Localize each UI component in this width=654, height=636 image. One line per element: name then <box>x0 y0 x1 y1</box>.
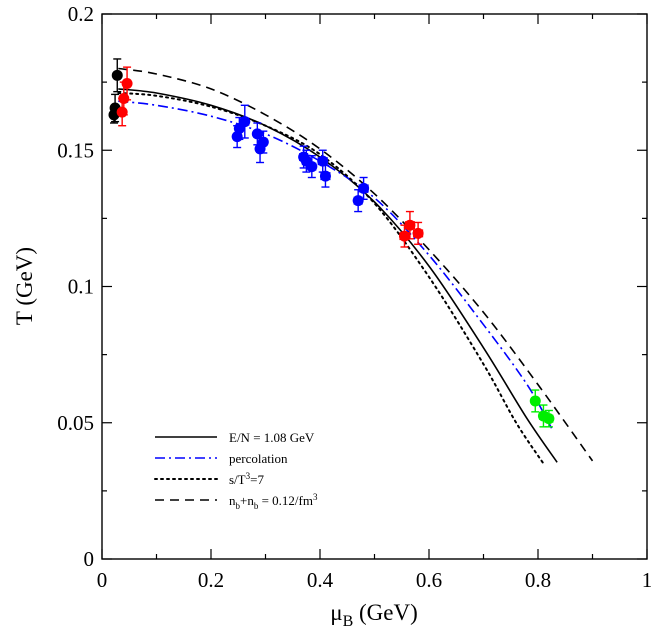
data-point <box>543 409 555 428</box>
point-marker <box>543 413 555 425</box>
data-point <box>121 66 133 101</box>
legend-label: E/N = 1.08 GeV <box>229 430 315 445</box>
y-axis-label: T (GeV) <box>12 247 37 325</box>
data-point <box>317 149 329 173</box>
y-tick-label: 0.05 <box>57 411 94 435</box>
data-point <box>111 58 123 93</box>
legend: E/N = 1.08 GeV percolation s/T3=7 nb+nb = 0… <box>154 430 318 511</box>
x-tick-label: 0.6 <box>416 568 442 592</box>
point-marker <box>257 136 269 148</box>
point-marker <box>398 230 410 242</box>
point-marker <box>352 195 364 207</box>
data-point <box>319 164 331 188</box>
legend-label: percolation <box>229 451 288 466</box>
data-points-layer <box>108 58 555 428</box>
point-marker <box>306 161 318 173</box>
plot-frame <box>101 13 648 560</box>
point-marker <box>529 395 541 407</box>
point-marker <box>404 219 416 231</box>
y-tick-label: 0 <box>84 547 95 571</box>
legend-label: s/T3=7 <box>229 471 264 487</box>
x-tick-label: 1 <box>642 568 653 592</box>
y-tick-label: 0.15 <box>57 138 94 162</box>
data-point <box>239 104 251 139</box>
x-axis-label: μB (GeV) <box>330 600 418 630</box>
x-tick-label: 0.8 <box>525 568 551 592</box>
data-point <box>529 389 541 413</box>
point-marker <box>121 77 133 89</box>
point-marker <box>239 116 251 128</box>
data-point <box>257 130 269 154</box>
x-tick-label: 0.2 <box>198 568 224 592</box>
point-marker <box>358 182 370 194</box>
point-marker <box>116 106 128 118</box>
data-point <box>352 189 364 213</box>
curve-dotted <box>117 92 545 465</box>
x-tick-label: 0 <box>97 568 108 592</box>
y-tick-label: 0.1 <box>68 275 94 299</box>
legend-label: nb+nb = 0.12/fm3 <box>229 492 318 511</box>
x-tick-label: 0.4 <box>307 568 334 592</box>
point-marker <box>317 155 329 167</box>
data-point <box>306 154 318 179</box>
data-point <box>358 176 370 201</box>
data-point <box>412 221 424 245</box>
point-marker <box>111 69 123 81</box>
point-marker <box>319 170 331 182</box>
axes-layer: 0 0.2 0.4 0.6 0.8 1 0 0.05 0.1 0.15 0.2 <box>57 2 652 592</box>
curve-dashdot <box>118 100 553 429</box>
y-tick-label: 0.2 <box>68 2 94 26</box>
point-marker <box>412 227 424 239</box>
